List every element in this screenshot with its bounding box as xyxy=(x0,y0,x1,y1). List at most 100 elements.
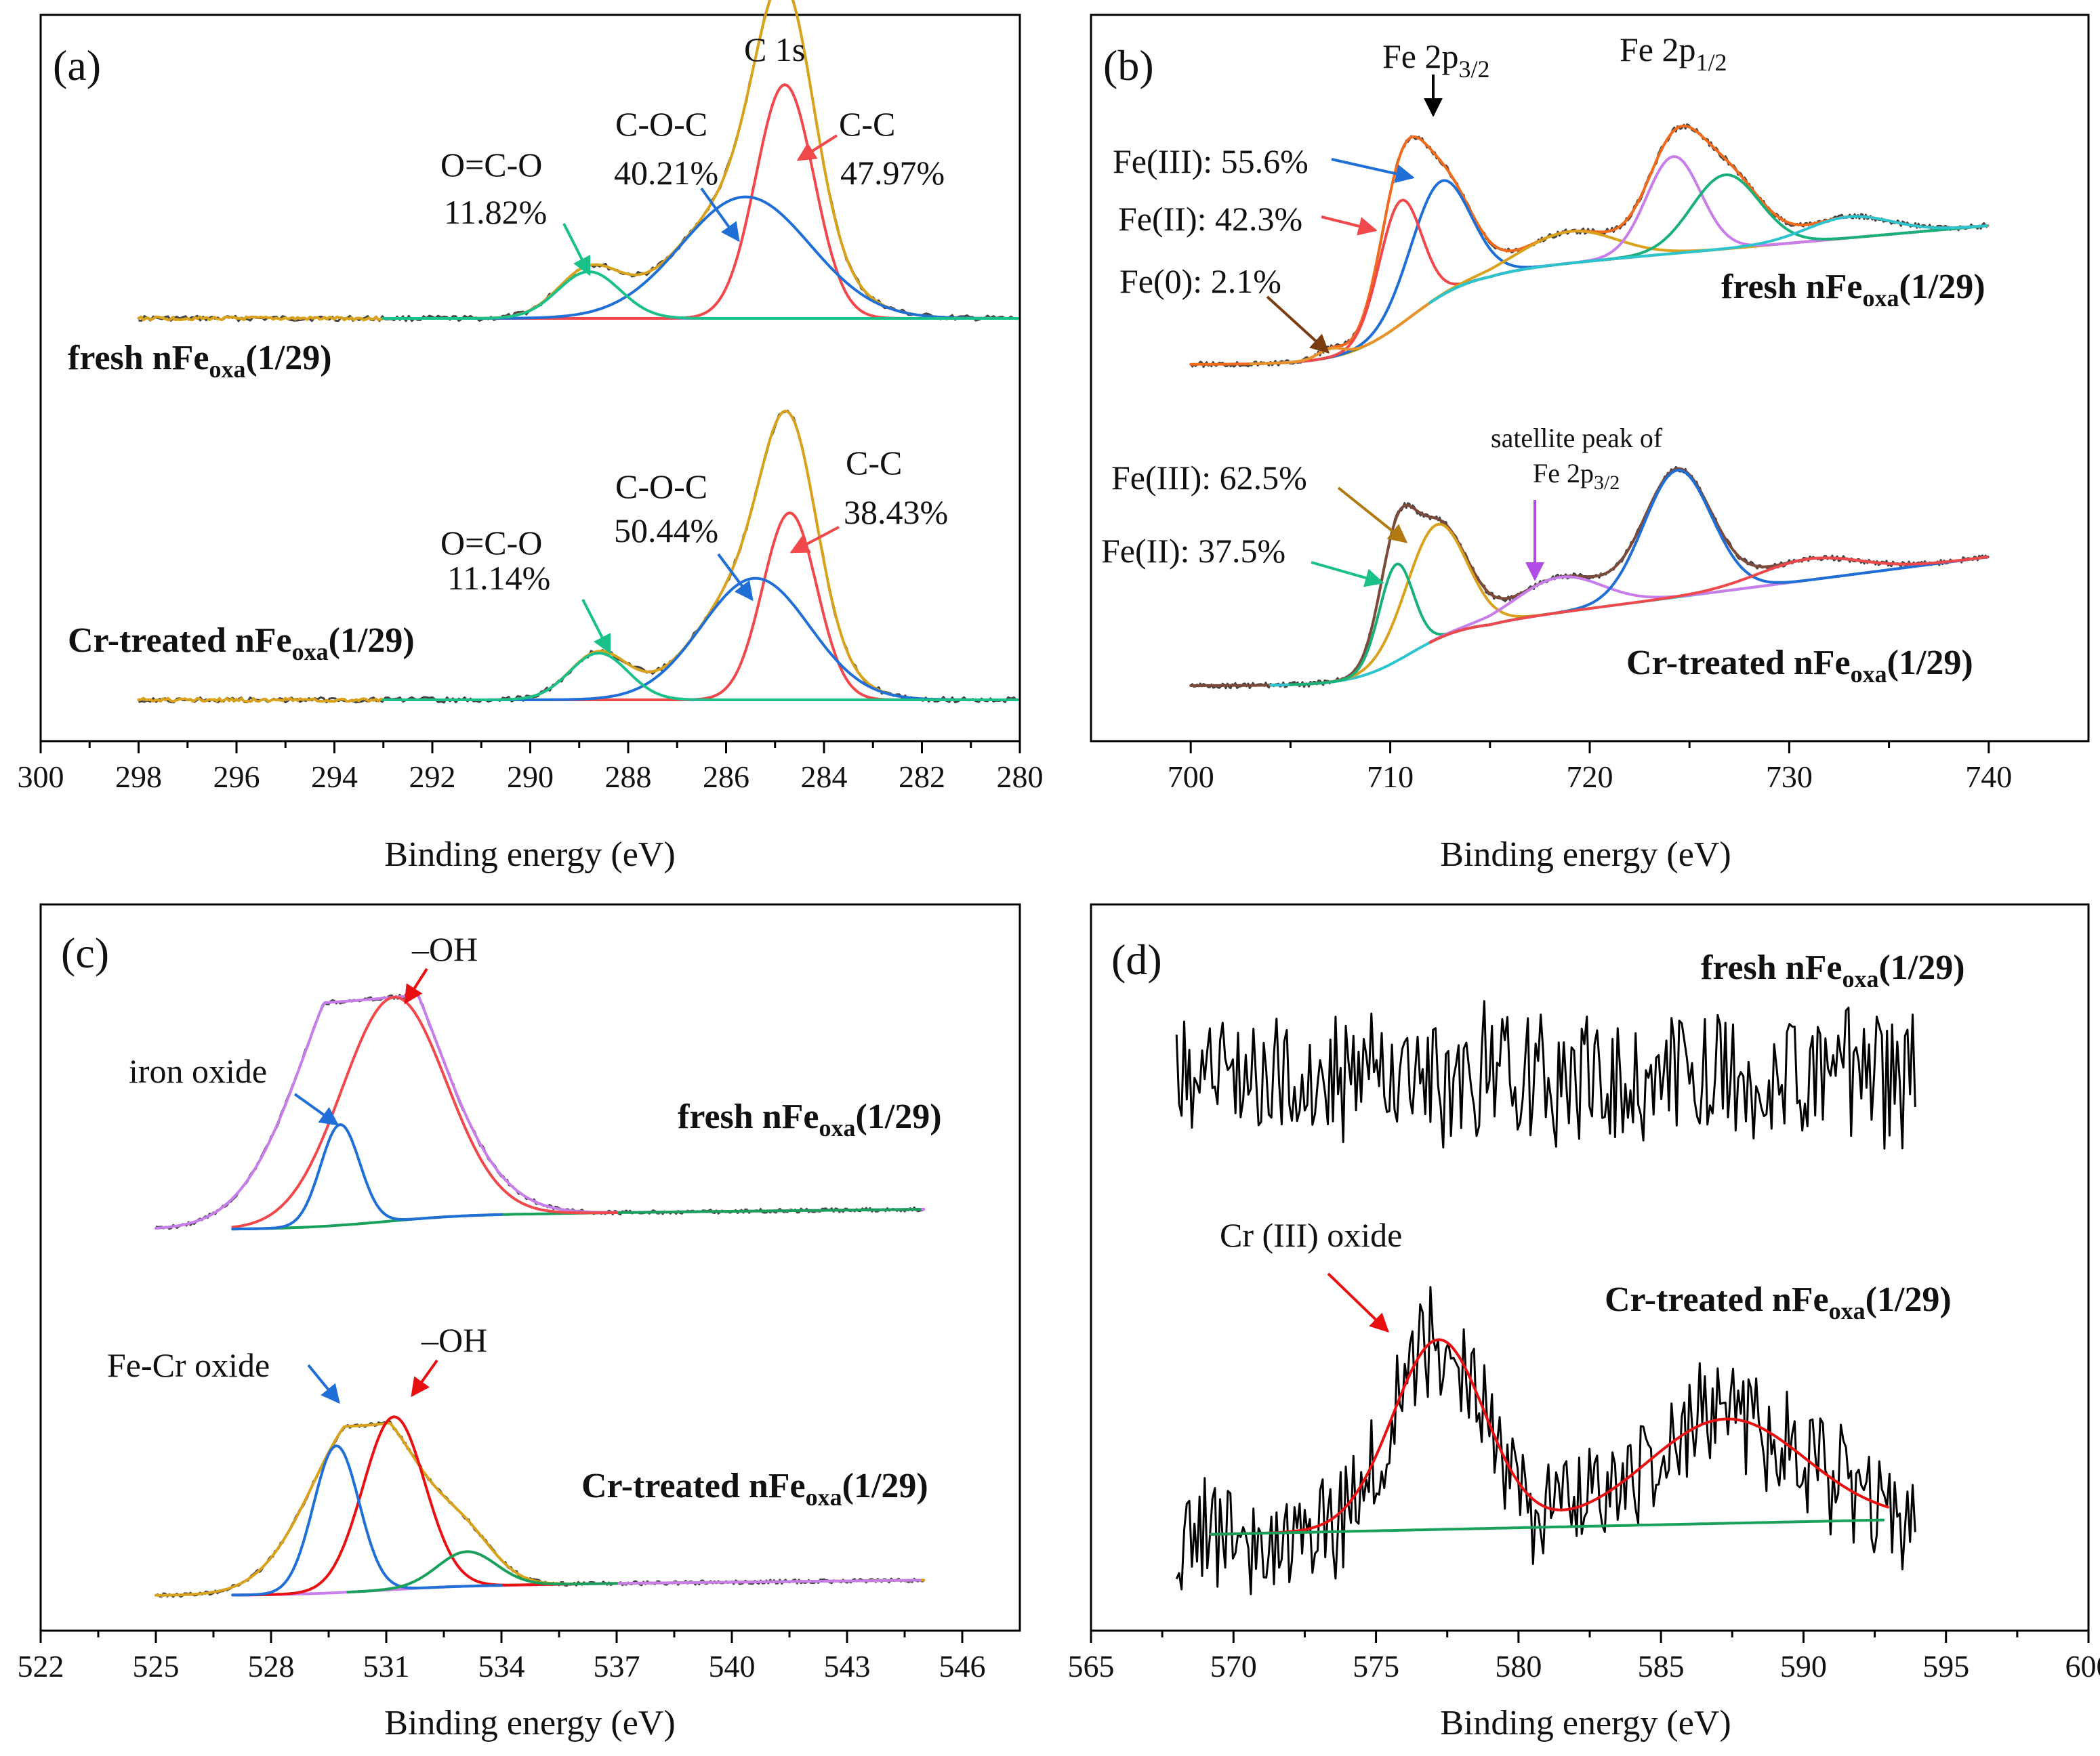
panel-b-cr-fe3-arrow xyxy=(1337,486,1408,543)
x-tick-label: 288 xyxy=(605,759,652,794)
panel-b-satellite-label-line1: satellite peak of xyxy=(1491,423,1663,453)
x-tick-label: 595 xyxy=(1922,1649,1969,1684)
x-tick-label: 286 xyxy=(703,759,749,794)
panel-a-c1s: 300 298 296 294 292 290 288 286 284 282 280 (a) C … xyxy=(18,0,1044,874)
component-peak-2 xyxy=(382,270,1019,320)
panel-c-xlabel: Binding energy (eV) xyxy=(384,1704,675,1742)
panel-b-fresh-fe2-label: Fe(II): 42.3% xyxy=(1118,200,1302,238)
oxide-component xyxy=(231,1123,503,1231)
panel-c-fresh-oxide-arrow xyxy=(293,1093,339,1126)
panel-c-x-ticks: 522 525 528 531 534 537 540 543 546 xyxy=(18,1631,986,1684)
panel-c-cr-sample-label: Cr-treated nFeoxa(1/29) xyxy=(581,1467,928,1511)
panel-a-fresh-oco-value: 11.82% xyxy=(444,193,547,231)
envelope-line xyxy=(1189,467,1990,687)
sample-subscript: oxa xyxy=(292,638,329,665)
panel-d-cr3-arrow xyxy=(1327,1272,1390,1333)
panel-b-cr-fe2-label: Fe(II): 37.5% xyxy=(1101,532,1285,570)
x-tick-label: 540 xyxy=(709,1649,756,1684)
x-tick-label: 300 xyxy=(18,759,64,794)
panel-d-letter: (d) xyxy=(1111,936,1162,984)
panel-b-xlabel: Binding energy (eV) xyxy=(1440,835,1731,874)
panel-a-fresh-coc-arrow xyxy=(700,187,740,243)
panel-a-cr-oco-label: O=C-O xyxy=(440,524,542,562)
panel-a-cr-coc-label: C-O-C xyxy=(615,467,707,505)
x-tick-label: 730 xyxy=(1766,759,1813,794)
sample-subscript: oxa xyxy=(209,356,245,383)
panel-b-fresh-fe0-label: Fe(0): 2.1% xyxy=(1119,262,1281,300)
panel-d-frame xyxy=(1090,903,2090,1632)
x-tick-label: 282 xyxy=(899,759,945,794)
x-tick-label: 537 xyxy=(594,1649,640,1684)
panel-b-satellite-label-line2: Fe 2p3/2 xyxy=(1533,458,1620,494)
x-tick-label: 298 xyxy=(115,759,162,794)
panel-a-fresh-cc-arrow xyxy=(796,134,838,161)
panel-b-fe2p: 700 710 720 730 740 (b) Binding energy (eV) … xyxy=(1090,14,2090,874)
panel-a-cr-cc-value: 38.43% xyxy=(844,493,948,531)
x-tick-label: 600 xyxy=(2065,1649,2100,1684)
panel-b-fresh-fe3-arrow xyxy=(1331,158,1415,184)
panel-d-fresh-sample-label: fresh nFeoxa(1/29) xyxy=(1701,948,1965,992)
panel-d-cr2p: 565 570 575 580 585 590 595 600 (d) Binding ene… xyxy=(1068,903,2100,1742)
fe-component-0 xyxy=(1289,522,1591,686)
panel-a-fresh-coc-value: 40.21% xyxy=(614,154,718,192)
panel-a-x-ticks: 300 298 296 294 292 290 288 286 284 282 280 xyxy=(18,741,1044,794)
x-tick-label: 585 xyxy=(1638,1649,1685,1684)
fecr-oxide-component xyxy=(231,1444,503,1597)
panel-a-cr-oco-arrow xyxy=(581,599,611,654)
panel-b-letter: (b) xyxy=(1103,41,1154,89)
panel-a-cr-cc-arrow xyxy=(789,526,840,553)
panel-d-curves xyxy=(1175,1000,1916,1595)
raw-data-line xyxy=(1189,123,1988,369)
panel-a-fresh-cc-value: 47.97% xyxy=(840,154,945,192)
x-tick-label: 565 xyxy=(1068,1649,1115,1684)
panel-c-cr-oh-arrow xyxy=(411,1359,438,1398)
panel-c-o1s: 522 525 528 531 534 537 540 543 546 (c) Binding … xyxy=(18,903,1021,1742)
x-tick-label: 710 xyxy=(1367,759,1414,794)
panel-b-curves xyxy=(1189,123,1990,690)
x-tick-label: 720 xyxy=(1567,759,1613,794)
panel-a-letter: (a) xyxy=(53,41,101,89)
panel-b-x-ticks: 700 710 720 730 740 xyxy=(1168,741,2012,794)
panel-a-cr-coc-arrow xyxy=(717,553,754,602)
oh-component xyxy=(231,996,618,1229)
x-tick-label: 525 xyxy=(133,1649,180,1684)
x-tick-label: 546 xyxy=(939,1649,986,1684)
panel-a-fresh-cc-label: C-C xyxy=(839,105,895,143)
sample-suffix: (1/29) xyxy=(245,339,331,377)
panel-b-cr-sample-label: Cr-treated nFeoxa(1/29) xyxy=(1626,644,1973,688)
panel-d-x-ticks: 565 570 575 580 585 590 595 600 xyxy=(1068,1631,2100,1684)
x-tick-label: 280 xyxy=(997,759,1044,794)
cr-fit-line xyxy=(1209,1338,1889,1536)
panel-a-cr-oco-value: 11.14% xyxy=(447,559,550,597)
panel-c-cr-oxide-arrow xyxy=(307,1364,340,1404)
x-tick-label: 740 xyxy=(1965,759,2012,794)
noise-line xyxy=(1175,1000,1916,1150)
x-tick-label: 590 xyxy=(1780,1649,1827,1684)
fe-component-0 xyxy=(1249,179,1630,366)
x-tick-label: 543 xyxy=(824,1649,871,1684)
x-tick-label: 700 xyxy=(1168,759,1214,794)
panel-a-title: C 1s xyxy=(744,30,805,68)
sample-suffix: (1/29) xyxy=(329,621,415,660)
envelope-line xyxy=(1189,124,1990,366)
panel-a-fresh-sample-label: fresh nFeoxa(1/29) xyxy=(68,339,332,383)
background-line xyxy=(231,1579,922,1597)
x-tick-label: 528 xyxy=(248,1649,295,1684)
x-tick-label: 575 xyxy=(1353,1649,1399,1684)
x-tick-label: 290 xyxy=(507,759,554,794)
x-tick-label: 522 xyxy=(18,1649,64,1684)
satellite-peak-3 xyxy=(1428,215,1989,304)
panel-b-fe2p32-label: Fe 2p3/2 xyxy=(1382,37,1490,83)
panel-a-fresh-oco-label: O=C-O xyxy=(440,146,542,184)
panel-a-xlabel: Binding energy (eV) xyxy=(384,835,675,874)
sample-name: Cr-treated nFe xyxy=(68,621,292,660)
x-tick-label: 531 xyxy=(363,1649,410,1684)
panel-b-frame xyxy=(1090,14,2090,743)
panel-a-fresh-oco-arrow xyxy=(562,223,591,276)
panel-c-fresh-oh-label: –OH xyxy=(411,930,478,968)
x-tick-label: 570 xyxy=(1210,1649,1257,1684)
x-tick-label: 534 xyxy=(478,1649,525,1684)
x-tick-label: 284 xyxy=(801,759,848,794)
panel-c-fresh-oh-arrow xyxy=(404,967,428,1005)
